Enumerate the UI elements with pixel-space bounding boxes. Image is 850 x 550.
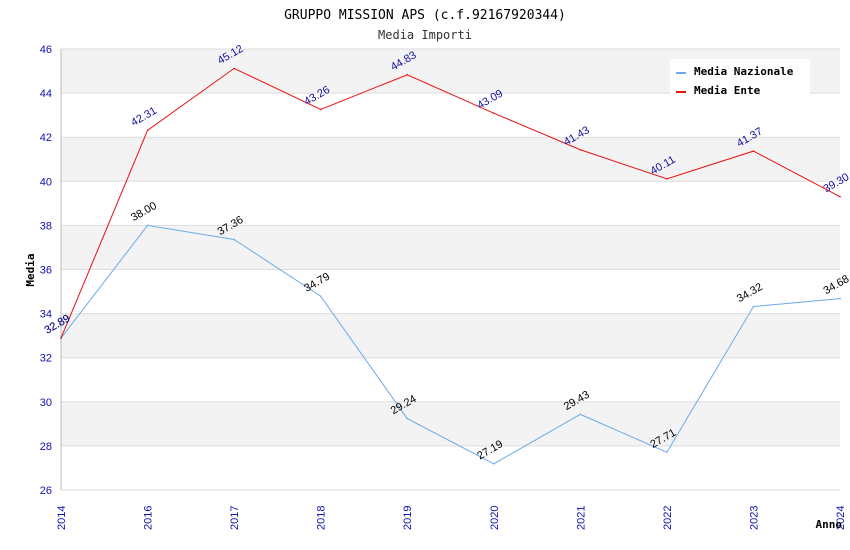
- y-tick-label: 30: [40, 397, 52, 409]
- data-point: [319, 295, 322, 297]
- legend-label-media-ente: Media Ente: [694, 84, 761, 97]
- data-point: [146, 224, 149, 227]
- plot-band: [61, 93, 840, 138]
- y-tick-label: 44: [40, 88, 52, 100]
- x-tick-label: 2018: [316, 506, 328, 530]
- data-point: [233, 67, 235, 70]
- y-tick-labels: 26 28 30 32 34 36 38 40 42 44 46: [40, 44, 52, 497]
- y-tick-label: 46: [40, 44, 52, 56]
- x-tick-label: 2014: [56, 506, 68, 530]
- plot-band: [61, 313, 840, 358]
- data-point: [492, 112, 495, 114]
- plot-band: [61, 357, 840, 402]
- plot-band: [61, 137, 840, 182]
- plot-band: [61, 445, 840, 490]
- x-tick-label: 2017: [229, 506, 241, 530]
- data-point: [146, 129, 149, 132]
- data-point: [492, 462, 495, 465]
- plot-band: [61, 181, 840, 226]
- y-tick-label: 40: [40, 176, 52, 188]
- plot-band: [61, 401, 840, 446]
- x-tick-label: 2021: [575, 506, 587, 530]
- x-tick-label: 2020: [489, 506, 501, 530]
- legend-label-media-nazionale: Media Nazionale: [694, 65, 794, 78]
- x-tick-label: 2022: [662, 506, 674, 530]
- plot-band: [61, 269, 840, 314]
- series-line-media-nazionale: [60, 224, 841, 465]
- data-point: [839, 195, 841, 198]
- legend-box: [670, 59, 810, 97]
- data-point: [752, 305, 755, 308]
- data-point: [579, 148, 582, 151]
- plot-band: [61, 225, 840, 270]
- data-point: [233, 238, 235, 241]
- data-point: [406, 417, 409, 420]
- y-tick-label: 38: [40, 220, 52, 232]
- x-tick-labels: 2014 2016 2017 2018 2019 2020 2021 2022 2023 2024: [56, 506, 847, 530]
- y-tick-label: 36: [40, 265, 52, 277]
- plot-bands: [61, 49, 840, 490]
- data-point: [60, 337, 62, 339]
- data-point: [319, 108, 322, 111]
- y-tick-label: 32: [40, 353, 52, 365]
- data-point: [406, 73, 409, 76]
- x-tick-label: 2016: [143, 506, 155, 530]
- data-point: [839, 297, 841, 300]
- x-tick-label: 2019: [402, 506, 414, 530]
- legend: Media Nazionale Media Ente: [670, 59, 810, 97]
- x-tick-label: 2023: [748, 506, 760, 530]
- y-tick-label: 26: [40, 485, 52, 497]
- y-axis-label: Media: [24, 253, 37, 286]
- chart-subtitle: Media Importi: [378, 28, 472, 42]
- data-point: [666, 178, 668, 180]
- y-tick-label: 28: [40, 441, 52, 453]
- grid-lines: [61, 48, 840, 491]
- data-point: [666, 451, 668, 454]
- data-point: [752, 150, 755, 152]
- series-layer: [60, 67, 841, 465]
- y-tick-label: 42: [40, 132, 52, 144]
- chart-title: GRUPPO MISSION APS (c.f.92167920344): [284, 8, 566, 23]
- y-tick-label: 34: [40, 309, 52, 321]
- x-tick-label: 2024: [835, 506, 847, 530]
- series-line-media-ente: [60, 67, 841, 339]
- x-axis-label: Anno: [816, 518, 843, 531]
- data-point: [579, 413, 582, 416]
